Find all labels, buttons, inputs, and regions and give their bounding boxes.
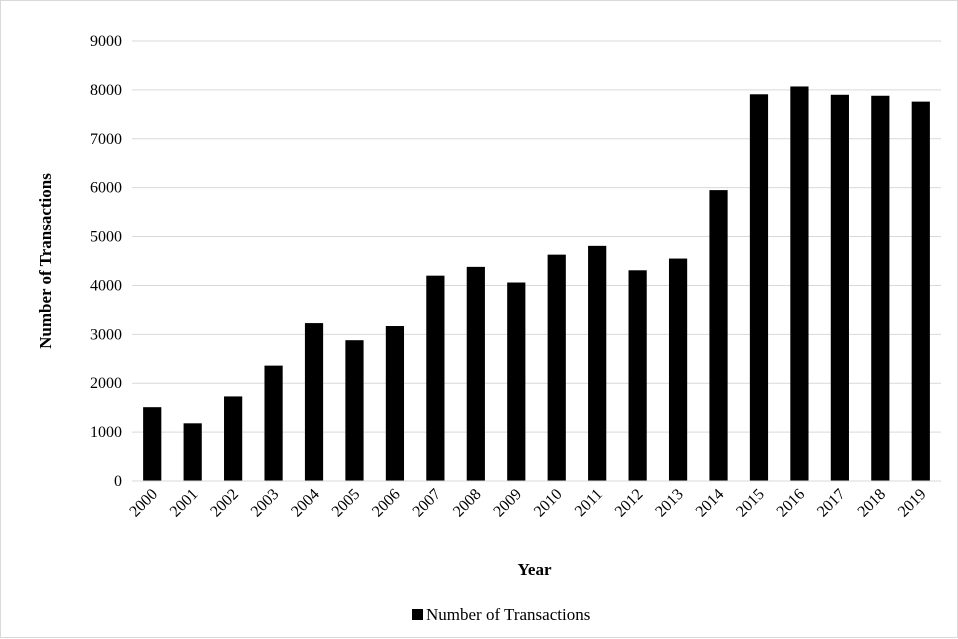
x-tick-label: 2012 [612, 486, 647, 521]
x-tick-label: 2001 [167, 486, 202, 521]
y-tick-label: 2000 [90, 375, 122, 392]
bar-2002 [224, 396, 243, 481]
bar-2007 [426, 275, 445, 481]
x-tick-label: 2013 [652, 486, 687, 521]
bar-2014 [709, 190, 728, 481]
bar-2008 [466, 266, 485, 481]
x-axis-ticks: 2000 2001 2002 2003 2004 2005 2006 2007 2008 2009… [126, 486, 929, 521]
legend-swatch [412, 609, 423, 620]
y-tick-label: 8000 [90, 82, 122, 99]
bar-2012 [628, 270, 647, 481]
x-tick-label: 2002 [207, 486, 242, 521]
x-tick-label: 2003 [248, 486, 283, 521]
x-tick-label: 2014 [693, 486, 728, 521]
bar-2013 [668, 258, 688, 481]
y-tick-label: 0 [114, 473, 122, 490]
bar-2000 [143, 407, 162, 481]
y-tick-label: 7000 [90, 131, 122, 148]
x-tick-label: 2017 [814, 486, 849, 521]
x-tick-label: 2018 [855, 486, 890, 521]
y-tick-label: 3000 [90, 326, 122, 343]
x-tick-label: 2019 [895, 486, 930, 521]
legend-label: Number of Transactions [426, 605, 590, 624]
y-tick-label: 9000 [90, 33, 122, 50]
bar-2009 [507, 282, 526, 481]
bar-2017 [830, 94, 849, 482]
x-tick-label: 2007 [410, 486, 445, 521]
x-tick-label: 2016 [774, 486, 809, 521]
bar-2005 [345, 340, 364, 481]
x-tick-label: 2006 [369, 486, 404, 521]
bar-2004 [304, 323, 324, 481]
x-tick-label: 2008 [450, 486, 485, 521]
bar-2015 [749, 94, 769, 482]
x-tick-label: 2004 [288, 486, 323, 521]
x-tick-label: 2015 [733, 486, 768, 521]
legend: Number of Transactions [412, 605, 590, 624]
y-axis-ticks: 0 1000 2000 3000 4000 5000 6000 7000 8000 9000 [90, 33, 122, 490]
bar-2019 [911, 101, 930, 481]
bars [143, 86, 930, 482]
x-tick-label: 2010 [531, 486, 566, 521]
x-tick-label: 2009 [490, 486, 525, 521]
x-tick-label: 2011 [572, 486, 606, 520]
y-tick-label: 5000 [90, 229, 122, 246]
bar-2018 [871, 95, 890, 481]
bar-2006 [385, 326, 405, 481]
y-tick-label: 1000 [90, 424, 122, 441]
bar-2016 [790, 86, 809, 481]
bar-2010 [547, 254, 566, 481]
y-tick-label: 6000 [90, 180, 122, 197]
y-tick-label: 4000 [90, 277, 122, 294]
x-axis-title: Year [518, 560, 552, 579]
bar-2011 [588, 245, 607, 481]
gridlines [132, 40, 941, 433]
x-tick-label: 2005 [329, 486, 364, 521]
y-axis-title: Number of Transactions [36, 173, 55, 349]
x-tick-label: 2000 [126, 486, 161, 521]
bar-2001 [183, 423, 202, 481]
bar-2003 [264, 365, 283, 481]
